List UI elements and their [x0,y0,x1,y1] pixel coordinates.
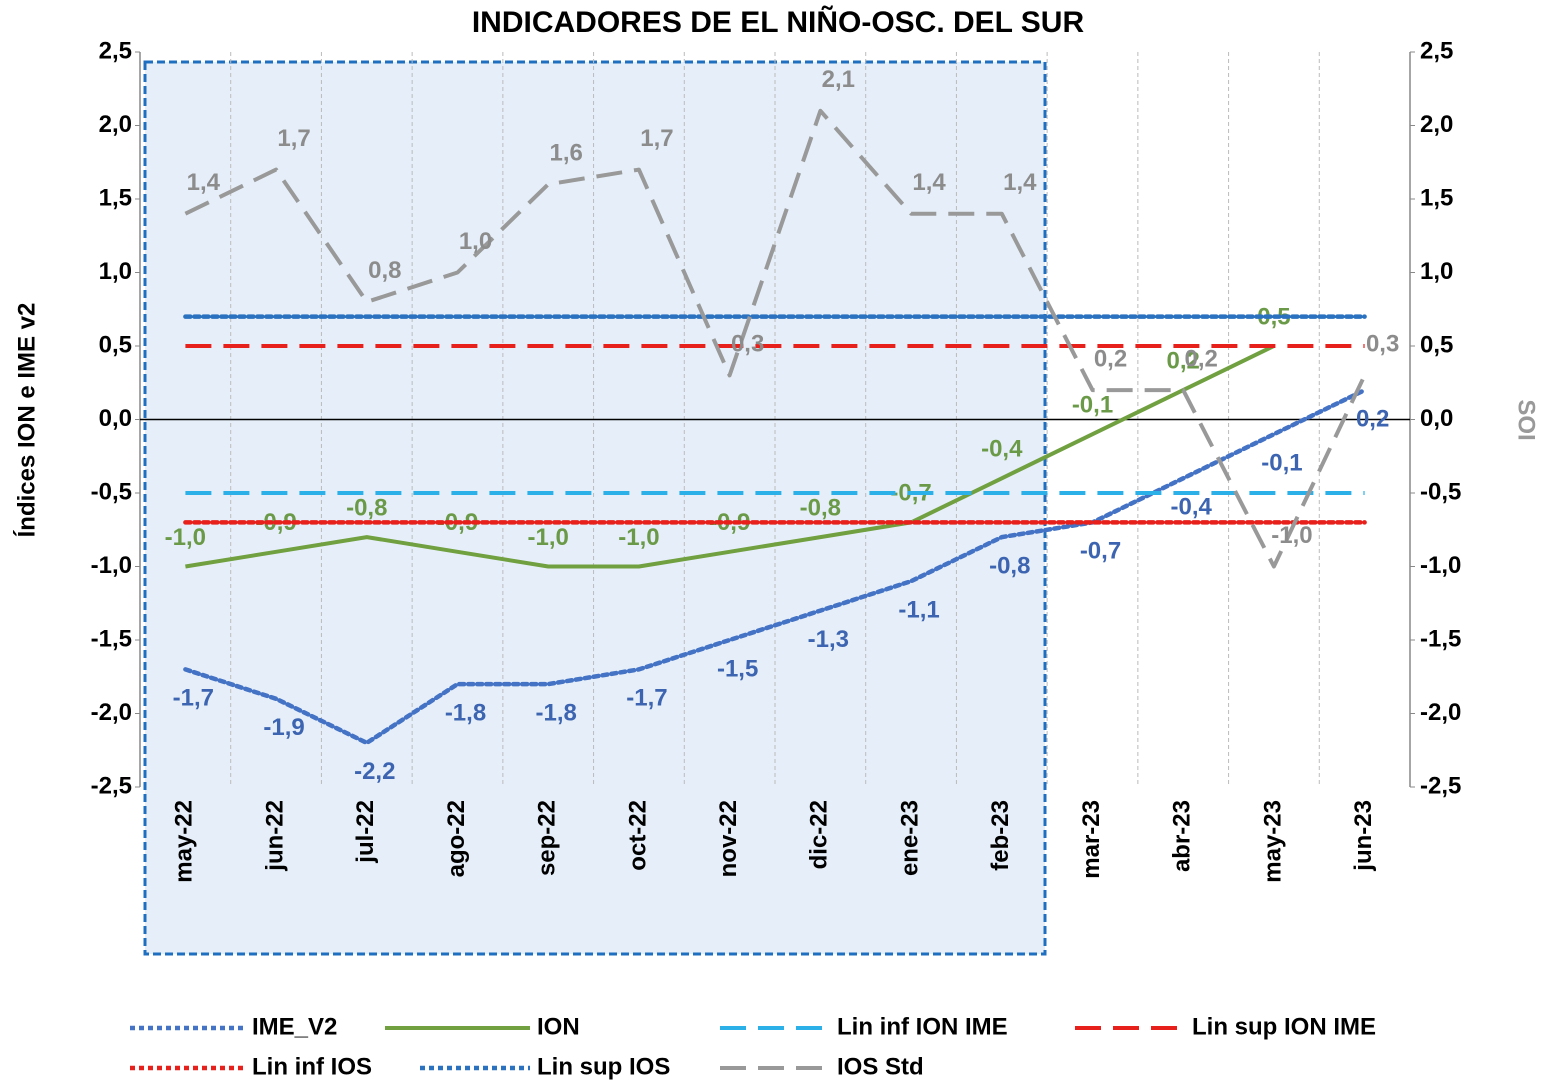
data-label: -1,3 [808,626,849,653]
y-tick-label: -1,5 [91,625,132,652]
data-label: -0,4 [1171,494,1213,521]
data-label: 1,7 [640,125,673,152]
data-label: -0,8 [800,494,841,521]
data-label: -1,5 [717,655,758,682]
y2-axis-title: SOI [1513,399,1540,440]
series-line [184,108,1367,569]
data-label: -1,8 [445,699,486,726]
x-tick-label: ago-22 [443,800,470,877]
y-tick-label: -0,5 [91,478,132,505]
legend-label: Lin inf ION IME [837,1013,1008,1040]
y2-tick-label: 1,0 [1420,258,1453,285]
series-line [185,344,1275,569]
data-label: 1,4 [187,169,221,196]
y-tick-label: 2,0 [99,111,132,138]
legend-label: ION [537,1013,580,1040]
y-tick-label: 0,5 [99,331,132,358]
x-tick-label: may-22 [171,800,198,883]
x-tick-label: ene-23 [896,800,923,876]
y2-tick-label: -1,0 [1420,552,1461,579]
x-tick-label: nov-22 [715,800,742,877]
x-tick-label: abr-23 [1169,800,1196,872]
y-tick-label: 1,0 [99,258,132,285]
data-label: -1,0 [165,524,206,551]
data-label: 0,2 [1356,405,1389,432]
series-line [183,387,1367,746]
data-label: 1,4 [1003,169,1037,196]
data-label: 1,7 [277,125,310,152]
y2-tick-label: -2,0 [1420,699,1461,726]
x-tick-label: may-23 [1259,800,1286,883]
data-label: -0,7 [1080,538,1121,565]
x-tick-label: feb-23 [987,800,1014,871]
x-tick-label: mar-23 [1078,800,1105,879]
y2-tick-label: -1,5 [1420,625,1461,652]
legend-label: IOS Std [837,1053,924,1080]
data-label: -0,1 [1261,450,1302,477]
y2-tick-label: 2,0 [1420,111,1453,138]
data-label: -1,8 [536,699,577,726]
data-label: 1,4 [912,169,946,196]
data-label: -0,4 [981,436,1023,463]
y-tick-label: -1,0 [91,552,132,579]
data-label: -1,1 [898,597,939,624]
data-label: 0,3 [1366,331,1399,358]
legend-label: Lin sup IOS [537,1053,670,1080]
data-label: 0,2 [1094,345,1127,372]
data-label: -1,9 [263,714,304,741]
y2-tick-label: -2,5 [1420,772,1461,799]
data-label: 0,2 [1185,345,1218,372]
y2-tick-label: 1,5 [1420,184,1453,211]
data-label: -1,0 [528,524,569,551]
data-label: 2,1 [822,66,855,93]
highlight-box [143,60,1047,956]
data-label: -1,7 [626,685,667,712]
y-tick-label: 1,5 [99,184,132,211]
legend-label: Lin inf IOS [252,1053,372,1080]
data-label: 1,0 [459,228,492,255]
data-label: -0,1 [1072,392,1113,419]
y-tick-label: -2,0 [91,699,132,726]
chart-title: INDICADORES DE EL NIÑO-OSC. DEL SUR [472,5,1085,39]
data-label: -0,8 [989,552,1030,579]
y2-tick-label: 0,5 [1420,331,1453,358]
x-tick-label: jun-22 [261,800,288,872]
y2-tick-label: 0,0 [1420,405,1453,432]
y2-tick-label: -0,5 [1420,478,1461,505]
x-tick-label: sep-22 [534,800,561,876]
data-label: 1,6 [550,140,583,167]
y-tick-label: 2,5 [99,37,132,64]
legend-label: IME_V2 [252,1013,337,1040]
data-label: -1,0 [618,524,659,551]
data-label: 0,8 [368,257,401,284]
x-tick-label: jul-22 [352,800,379,864]
data-label: 0,3 [731,331,764,358]
data-label: -1,7 [173,685,214,712]
data-label: -0,8 [346,494,387,521]
x-tick-label: dic-22 [806,800,833,869]
y2-tick-label: 2,5 [1420,37,1453,64]
x-tick-label: jun-23 [1350,800,1377,872]
y-axis-title: Índices ION e IME v2 [12,303,40,538]
data-label: -2,2 [354,758,395,785]
legend-label: Lin sup ION IME [1192,1013,1376,1040]
x-tick-label: oct-22 [624,800,651,871]
data-label: -1,0 [1271,522,1312,549]
y-tick-label: 0,0 [99,405,132,432]
y-tick-label: -2,5 [91,772,132,799]
data-label: 0,2 [1167,347,1200,374]
